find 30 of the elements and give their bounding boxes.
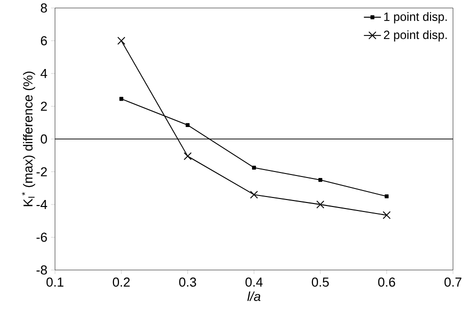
point [119, 96, 124, 101]
y-tick-label: 4 [40, 69, 48, 78]
point [117, 36, 126, 45]
point [384, 194, 389, 198]
x-tick-label: 0.2 [112, 278, 130, 287]
point [252, 166, 256, 170]
x-tick-label: 0.1 [46, 278, 64, 287]
x-axis-title: l/a [247, 292, 260, 302]
legend-label: 2 point disp. [384, 30, 447, 42]
point [186, 123, 190, 128]
x-tick-label: 0.3 [179, 278, 196, 287]
y-tick-label: -4 [36, 200, 48, 209]
y-tick-label: -2 [36, 167, 47, 176]
legend-label: 1 point disp. [384, 12, 447, 24]
y-tick-label: 2 [40, 102, 47, 111]
y-tick-label: -8 [36, 265, 47, 275]
y-tick-label: 8 [40, 3, 47, 13]
y-axis-title: K$_{I}$$^{*}$ (max) difference (%) [22, 72, 36, 206]
x-tick-label: 0.6 [378, 278, 396, 287]
x-tick-label: 0.5 [312, 278, 329, 287]
point [250, 190, 258, 199]
point [316, 200, 324, 208]
point [382, 211, 391, 220]
point [318, 178, 322, 182]
y-tick-label: -6 [36, 232, 47, 242]
y-tick-label: 6 [40, 36, 47, 46]
x-tick-label: 0.4 [246, 278, 263, 287]
x-tick-label: 0.7 [444, 278, 462, 287]
point [184, 152, 192, 160]
y-tick-label: 0 [40, 134, 47, 144]
